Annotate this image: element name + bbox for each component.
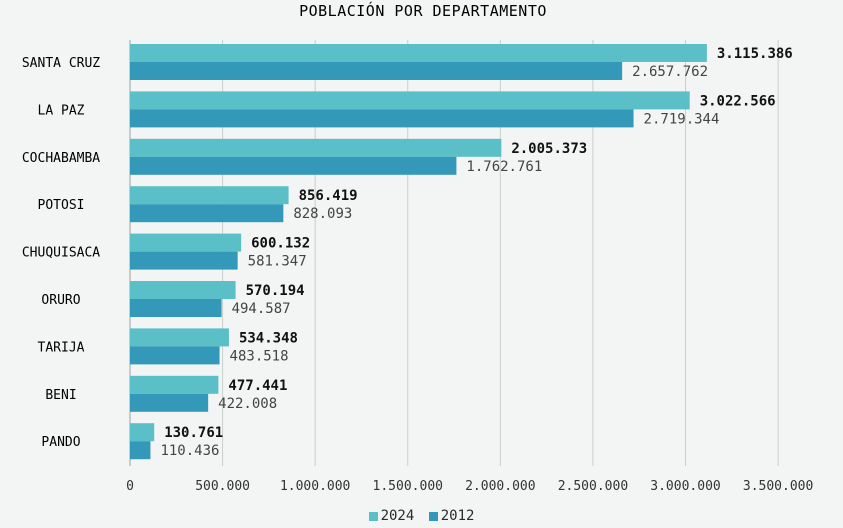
- data-label-2024: 2.005.373: [511, 141, 587, 157]
- bar-2024: [130, 233, 242, 252]
- data-label-2024: 856.419: [299, 188, 358, 204]
- bar-2024: [130, 138, 502, 157]
- bar-2012: [130, 156, 457, 175]
- x-axis-ticks: 0 500.000 1.000.000 1.500.000 2.000.000 2.500…: [126, 479, 813, 494]
- bar-2012: [130, 299, 222, 317]
- category-label: POTOSI: [38, 198, 85, 213]
- data-label-2012: 1.762.761: [466, 159, 542, 175]
- data-label-2024: 3.022.566: [700, 93, 776, 109]
- x-tick-label: 3.500.000: [743, 479, 813, 494]
- x-tick-label: 3.000.000: [650, 479, 720, 494]
- bar-2012: [130, 251, 238, 270]
- data-label-2012: 422.008: [218, 396, 277, 412]
- bar-2024: [130, 44, 707, 62]
- category-labels: SANTA CRUZ LA PAZ COCHABAMBA POTOSI CHUQUISA…: [22, 56, 100, 450]
- category-label: BENI: [45, 388, 76, 403]
- data-label-2012: 2.719.344: [644, 111, 720, 127]
- category-label: PANDO: [41, 435, 80, 450]
- category-label: LA PAZ: [38, 103, 85, 118]
- category-label: ORURO: [41, 293, 80, 308]
- chart-title: POBLACIÓN POR DEPARTAMENTO: [299, 1, 547, 20]
- data-label-2012: 494.587: [232, 301, 291, 317]
- data-label-2024: 3.115.386: [717, 46, 793, 62]
- bar-2012: [130, 441, 151, 460]
- legend-label-2012: 2012: [440, 508, 475, 524]
- legend-item-2012: 2012: [428, 508, 475, 524]
- bar-2024: [130, 375, 219, 394]
- data-label-2012: 828.093: [293, 206, 352, 222]
- x-tick-label: 1.500.000: [373, 479, 443, 494]
- x-tick-label: 500.000: [195, 479, 250, 494]
- x-tick-label: 2.500.000: [558, 479, 628, 494]
- legend-label-2024: 2024: [380, 508, 415, 524]
- category-label: COCHABAMBA: [22, 151, 100, 166]
- bar-2024: [130, 91, 690, 110]
- x-tick-label: 1.000.000: [280, 479, 350, 494]
- bar-2024: [130, 281, 236, 299]
- bar-2012: [130, 393, 209, 412]
- data-label-2024: 600.132: [251, 236, 310, 252]
- bar-2012: [130, 346, 220, 365]
- value-labels: 3.115.386 2.657.762 3.022.566 2.719.344 2.00…: [160, 46, 792, 459]
- bar-2024: [130, 186, 289, 205]
- data-label-2012: 110.436: [160, 443, 219, 459]
- data-label-2024: 477.441: [228, 378, 287, 394]
- category-label: CHUQUISACA: [22, 246, 100, 261]
- data-label-2024: 534.348: [239, 330, 298, 346]
- bar-2012: [130, 204, 284, 223]
- data-label-2012: 483.518: [230, 348, 289, 364]
- category-label: SANTA CRUZ: [22, 56, 100, 71]
- data-label-2012: 2.657.762: [632, 64, 708, 80]
- data-label-2012: 581.347: [248, 254, 307, 270]
- legend-swatch-2024: [368, 511, 378, 521]
- bar-2012: [130, 109, 634, 128]
- category-label: TARIJA: [38, 340, 85, 355]
- x-tick-label: 2.000.000: [465, 479, 535, 494]
- legend-item-2024: 2024: [368, 508, 415, 524]
- data-label-2024: 570.194: [246, 283, 305, 299]
- bar-2024: [130, 328, 229, 347]
- legend-swatch-2012: [428, 511, 438, 521]
- population-bar-chart: POBLACIÓN POR DEPARTAMENTO SANTA CRUZ LA …: [22, 1, 813, 494]
- bar-2012: [130, 62, 623, 80]
- bar-2024: [130, 423, 155, 442]
- bars: [130, 44, 707, 460]
- data-label-2024: 130.761: [164, 425, 223, 441]
- legend: 2024 2012: [0, 508, 843, 525]
- x-tick-label: 0: [126, 479, 134, 494]
